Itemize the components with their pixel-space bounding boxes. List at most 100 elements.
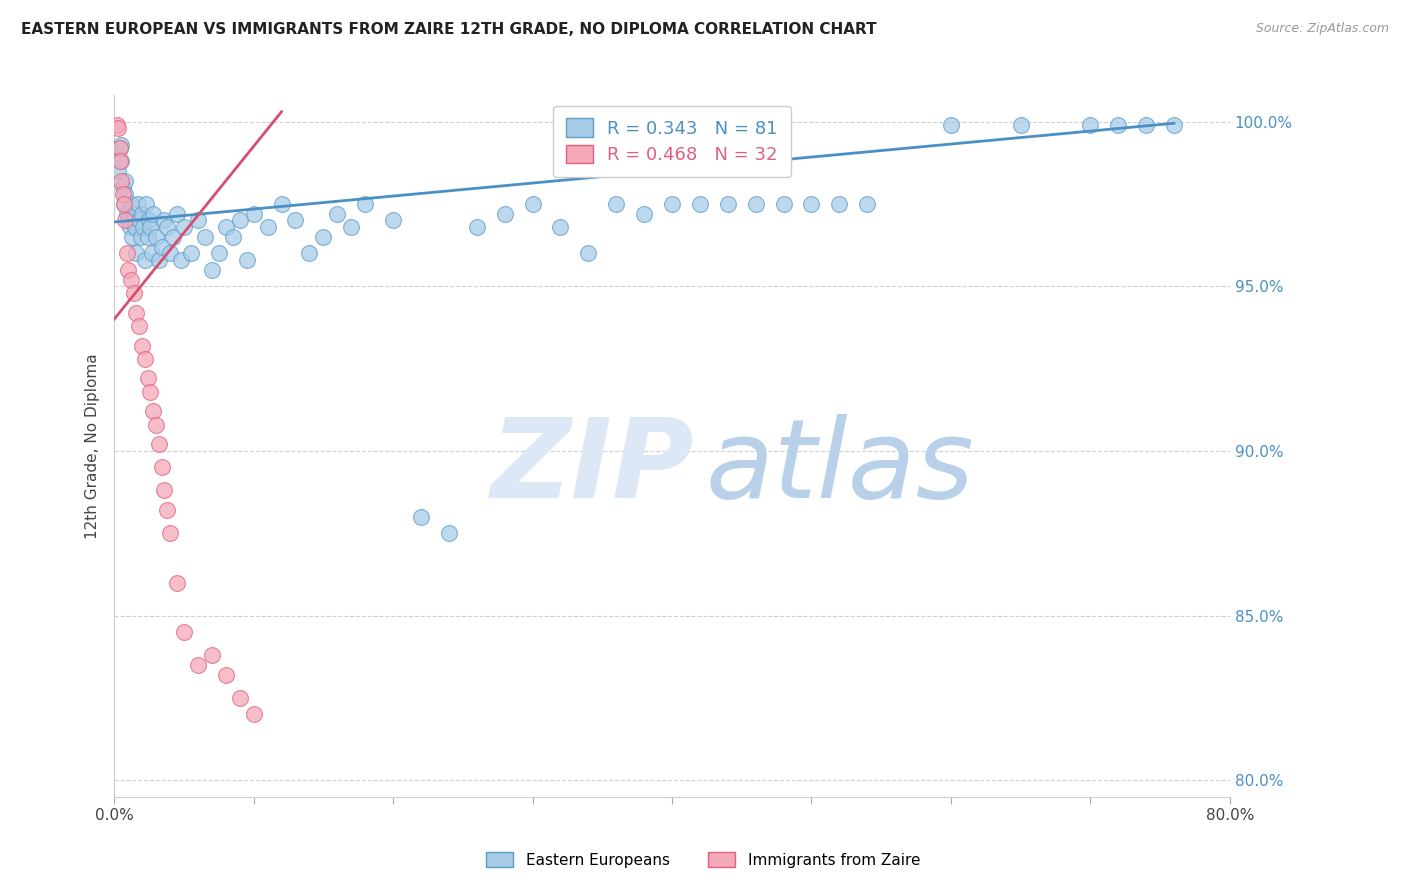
Point (661, 197, 683, 211)
Point (156, 503, 179, 517)
Point (135, 197, 157, 211)
Point (139, 384, 162, 399)
Point (772, 197, 794, 211)
Point (312, 230, 335, 244)
Point (228, 213, 250, 227)
Point (382, 213, 405, 227)
Point (437, 526, 460, 541)
Point (153, 213, 176, 227)
Point (242, 207, 264, 221)
Point (134, 252, 156, 267)
Legend: R = 0.343   N = 81, R = 0.468   N = 32: R = 0.343 N = 81, R = 0.468 N = 32 (554, 106, 790, 177)
Point (215, 219, 238, 234)
Y-axis label: 12th Grade, No Diploma: 12th Grade, No Diploma (86, 353, 100, 539)
Point (228, 690, 250, 705)
Point (110, 174, 132, 188)
Point (1078, 118, 1101, 132)
Text: EASTERN EUROPEAN VS IMMIGRANTS FROM ZAIRE 12TH GRADE, NO DIPLOMA CORRELATION CHA: EASTERN EUROPEAN VS IMMIGRANTS FROM ZAIR… (21, 22, 877, 37)
Point (138, 213, 160, 227)
Point (222, 230, 245, 244)
Point (284, 213, 307, 227)
Point (744, 197, 766, 211)
Point (256, 219, 278, 234)
Point (201, 648, 224, 662)
Point (156, 219, 179, 234)
Point (166, 207, 188, 221)
Point (132, 219, 155, 234)
Point (717, 197, 740, 211)
Point (689, 197, 711, 211)
Point (111, 187, 134, 202)
Point (114, 213, 136, 227)
Point (159, 526, 181, 541)
Point (605, 197, 627, 211)
Point (128, 318, 150, 333)
Point (142, 207, 165, 221)
Point (465, 219, 488, 234)
Point (108, 154, 131, 169)
Point (107, 164, 129, 178)
Point (105, 147, 128, 161)
Point (187, 213, 209, 227)
Point (128, 213, 150, 227)
Point (112, 197, 135, 211)
Point (125, 305, 148, 319)
Point (108, 141, 131, 155)
Point (201, 262, 224, 277)
Point (108, 141, 131, 155)
Point (115, 246, 138, 260)
Point (856, 197, 879, 211)
Point (939, 118, 962, 132)
Point (120, 197, 142, 211)
Point (215, 668, 238, 682)
Point (298, 246, 321, 260)
Point (173, 625, 195, 640)
Point (115, 207, 138, 221)
Point (150, 240, 173, 254)
Point (131, 207, 153, 221)
Point (173, 219, 195, 234)
Point (107, 121, 129, 136)
Point (235, 252, 257, 267)
Point (112, 197, 135, 211)
Point (208, 246, 231, 260)
Point (153, 483, 176, 498)
Point (117, 213, 139, 227)
Point (141, 246, 163, 260)
Point (129, 230, 152, 244)
Point (120, 273, 142, 287)
Point (110, 137, 132, 152)
Point (124, 219, 146, 234)
Point (166, 575, 188, 590)
Point (127, 197, 149, 211)
Text: Source: ZipAtlas.com: Source: ZipAtlas.com (1256, 22, 1389, 36)
Point (170, 252, 193, 267)
Point (162, 230, 184, 244)
Point (131, 338, 153, 352)
Point (800, 197, 823, 211)
Point (494, 207, 516, 221)
Point (111, 180, 134, 194)
Point (121, 230, 143, 244)
Point (1107, 118, 1129, 132)
Point (633, 207, 655, 221)
Point (180, 246, 202, 260)
Point (148, 437, 170, 451)
Point (122, 285, 145, 300)
Text: atlas: atlas (706, 414, 974, 521)
Legend: Eastern Europeans, Immigrants from Zaire: Eastern Europeans, Immigrants from Zaire (479, 846, 927, 873)
Point (522, 197, 544, 211)
Point (1163, 118, 1185, 132)
Point (576, 246, 599, 260)
Point (105, 118, 128, 132)
Point (242, 707, 264, 722)
Point (139, 219, 162, 234)
Point (145, 230, 167, 244)
Point (110, 154, 132, 169)
Point (114, 187, 136, 202)
Point (550, 219, 572, 234)
Point (828, 197, 851, 211)
Point (145, 417, 167, 432)
Point (409, 509, 432, 524)
Point (326, 207, 349, 221)
